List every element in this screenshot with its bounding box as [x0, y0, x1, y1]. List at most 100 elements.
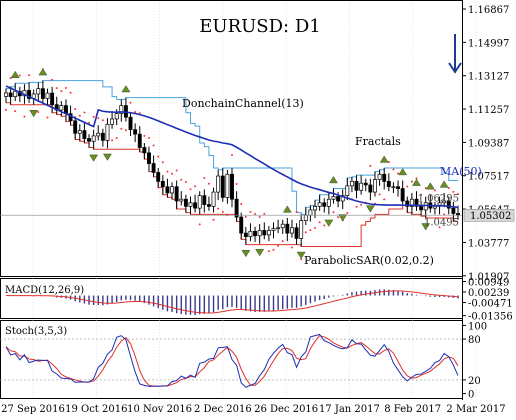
fractal-up-marker — [282, 205, 292, 213]
sar-dot — [180, 178, 183, 181]
sar-dot — [55, 87, 58, 90]
sar-dot — [277, 244, 280, 247]
candle-body — [128, 116, 133, 131]
sar-label: ParabolicSAR(0.02,0.2) — [304, 254, 434, 267]
fractal-down-marker — [241, 250, 251, 258]
fractal-up-marker — [439, 180, 449, 188]
sar-dot — [166, 170, 169, 173]
candle-body — [262, 230, 267, 236]
candle-body — [4, 92, 8, 97]
candle-body — [382, 173, 387, 182]
candle-body — [386, 181, 391, 188]
candle-body — [377, 173, 382, 180]
candle-body — [419, 205, 424, 211]
candle-body — [409, 198, 414, 207]
macd-signal-line — [5, 290, 459, 314]
sar-dot — [115, 137, 118, 140]
price-y-tick-label: 1.13127 — [468, 72, 509, 83]
sar-dot — [406, 185, 409, 188]
sar-dot — [304, 231, 307, 234]
sar-dot — [231, 154, 233, 157]
candle-body — [110, 118, 115, 125]
fractal-up-marker — [329, 176, 338, 184]
sar-dot — [383, 198, 386, 201]
x-tick-label: 27 Sep 2016 — [1, 404, 65, 415]
candle-body — [239, 216, 244, 234]
sar-dot — [281, 240, 284, 243]
sar-dot — [323, 224, 326, 227]
stoch-label: Stoch(3,5,3) — [5, 326, 67, 337]
candle-body — [160, 181, 165, 188]
candle-body — [317, 202, 322, 207]
chart-title: EURUSD: D1 — [199, 16, 320, 37]
price-y-tick-label: 1.14997 — [468, 38, 509, 49]
stoch-d-line — [5, 335, 459, 387]
sar-dot — [272, 248, 275, 251]
sar-dot — [161, 161, 164, 164]
candle-body — [206, 204, 211, 207]
sar-dot — [235, 183, 238, 186]
candle-body — [253, 230, 258, 237]
sar-dot — [207, 182, 210, 185]
sar-dot — [46, 116, 49, 119]
stoch-y-tick-label: 20 — [468, 376, 481, 387]
sar-dot — [203, 176, 206, 179]
sar-dot — [244, 215, 247, 218]
stoch-y-tick-label: 100 — [468, 321, 487, 332]
candle-body — [73, 120, 78, 134]
candle-body — [271, 228, 276, 231]
sar-dot — [221, 210, 224, 213]
fractal-down-marker — [296, 251, 306, 259]
x-tick-label: 19 Oct 2016 — [65, 404, 127, 415]
sar-dot — [14, 110, 17, 113]
sar-dot — [346, 211, 349, 214]
candle-body — [345, 185, 350, 196]
x-tick-label: 8 Feb 2017 — [384, 404, 441, 415]
fractal-down-marker — [89, 154, 99, 162]
candle-body — [257, 230, 262, 237]
x-tick-label: 17 Jan 2017 — [319, 404, 380, 415]
sar-dot — [443, 213, 446, 216]
fractal-down-marker — [324, 219, 334, 227]
candle-body — [368, 184, 373, 193]
candle-body — [45, 92, 50, 99]
sar-dot — [92, 115, 95, 118]
sar-dot — [378, 193, 381, 196]
sar-dot — [120, 127, 123, 130]
sar-dot — [69, 91, 72, 94]
sar-dot — [309, 229, 312, 232]
candle-body — [276, 227, 281, 230]
candle-body — [391, 186, 396, 189]
x-tick-label: 2 Mar 2017 — [446, 404, 505, 415]
candle-body — [174, 186, 179, 202]
candle-body — [266, 230, 271, 236]
stoch-layers — [0, 333, 462, 388]
candle-body — [423, 202, 428, 211]
candle-body — [373, 179, 377, 193]
sar-dot — [267, 250, 270, 253]
price-y-tick-label: 1.11257 — [468, 105, 509, 116]
candle-body — [59, 105, 64, 111]
macd-y-tick-label: -0.00471 — [468, 299, 513, 310]
candle-body — [36, 88, 41, 95]
fractal-down-marker — [29, 110, 39, 118]
sar-dot — [88, 121, 91, 124]
sar-dot — [318, 221, 321, 224]
candle-body — [230, 173, 234, 200]
sar-dot — [74, 108, 77, 111]
sar-dot — [217, 207, 220, 210]
sar-dot — [258, 216, 261, 219]
sar-dot — [83, 111, 86, 114]
fractals-label: Fractals — [355, 135, 401, 148]
sar-dot — [438, 226, 441, 229]
candle-body — [396, 186, 400, 189]
sar-dot — [295, 210, 298, 213]
price-y-tick-label: 1.03777 — [468, 238, 509, 249]
candle-body — [354, 181, 359, 191]
price-panel-frame — [0, 0, 463, 277]
sar-dot — [452, 190, 455, 193]
candle-body — [170, 186, 174, 194]
fractal-up-marker — [425, 182, 435, 190]
sar-dot — [78, 114, 81, 117]
